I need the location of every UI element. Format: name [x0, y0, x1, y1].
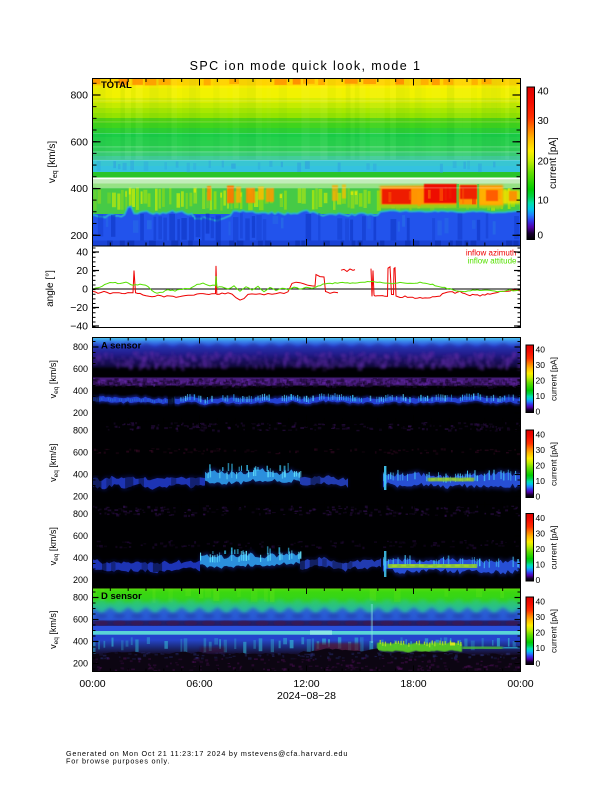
svg-text:−20: −20: [70, 302, 88, 314]
svg-text:40: 40: [76, 247, 88, 259]
svg-text:0: 0: [536, 575, 541, 585]
svg-text:angle [°]: angle [°]: [45, 270, 56, 307]
svg-text:0: 0: [536, 407, 541, 417]
svg-text:10: 10: [536, 643, 546, 653]
svg-text:current [pA]: current [pA]: [549, 442, 559, 486]
svg-text:400: 400: [73, 553, 88, 563]
svg-text:TOTAL: TOTAL: [101, 80, 132, 91]
svg-text:600: 600: [73, 531, 88, 541]
svg-text:0: 0: [82, 284, 88, 296]
svg-text:400: 400: [73, 386, 88, 396]
svg-text:30: 30: [536, 612, 546, 622]
svg-text:00:00: 00:00: [79, 678, 105, 690]
svg-text:D sensor: D sensor: [101, 591, 142, 602]
svg-text:06:00: 06:00: [186, 678, 212, 690]
svg-text:2024−08−28: 2024−08−28: [277, 690, 336, 702]
svg-text:10: 10: [536, 476, 546, 486]
svg-text:600: 600: [73, 448, 88, 458]
svg-text:200: 200: [73, 408, 88, 418]
svg-text:20: 20: [536, 376, 546, 386]
svg-text:400: 400: [73, 470, 88, 480]
svg-text:800: 800: [73, 426, 88, 436]
svg-text:A sensor: A sensor: [101, 341, 142, 352]
svg-text:30: 30: [538, 116, 550, 127]
svg-text:current [pA]: current [pA]: [549, 357, 559, 401]
svg-text:Generated on Mon Oct 21 11:23:: Generated on Mon Oct 21 11:23:17 2024 by…: [66, 749, 348, 758]
svg-text:600: 600: [73, 364, 88, 374]
svg-text:inflow azimuth: inflow azimuth: [466, 249, 517, 258]
svg-text:30: 30: [536, 445, 546, 455]
svg-text:800: 800: [73, 509, 88, 519]
svg-text:10: 10: [536, 560, 546, 570]
svg-text:800: 800: [73, 342, 88, 352]
svg-text:−40: −40: [70, 321, 88, 333]
svg-text:20: 20: [536, 544, 546, 554]
svg-text:0: 0: [536, 492, 541, 502]
svg-text:200: 200: [73, 659, 88, 669]
svg-text:20: 20: [76, 265, 88, 277]
svg-text:400: 400: [73, 637, 88, 647]
svg-text:10: 10: [536, 391, 546, 401]
svg-text:30: 30: [536, 529, 546, 539]
svg-text:20: 20: [538, 157, 550, 168]
svg-text:40: 40: [536, 597, 546, 607]
svg-text:current [pA]: current [pA]: [548, 137, 559, 189]
svg-text:20: 20: [536, 628, 546, 638]
svg-text:00:00: 00:00: [507, 678, 533, 690]
svg-text:40: 40: [536, 430, 546, 440]
svg-text:current [pA]: current [pA]: [549, 609, 559, 653]
svg-text:40: 40: [538, 87, 550, 98]
svg-text:600: 600: [70, 136, 88, 148]
svg-text:400: 400: [70, 183, 88, 195]
svg-text:inflow attitude: inflow attitude: [468, 257, 517, 266]
svg-text:current [pA]: current [pA]: [549, 526, 559, 570]
svg-text:0: 0: [538, 231, 544, 242]
svg-text:800: 800: [73, 593, 88, 603]
svg-text:40: 40: [536, 513, 546, 523]
svg-text:800: 800: [70, 90, 88, 102]
svg-text:600: 600: [73, 615, 88, 625]
svg-text:For browse purposes only.: For browse purposes only.: [66, 757, 170, 766]
svg-text:10: 10: [538, 196, 550, 207]
svg-text:30: 30: [536, 360, 546, 370]
svg-text:200: 200: [70, 230, 88, 242]
svg-text:18:00: 18:00: [400, 678, 426, 690]
svg-text:200: 200: [73, 492, 88, 502]
svg-text:40: 40: [536, 345, 546, 355]
svg-text:12:00: 12:00: [293, 678, 319, 690]
svg-text:0: 0: [536, 659, 541, 669]
svg-text:SPC ion mode quick look, mode: SPC ion mode quick look, mode 1: [190, 59, 422, 73]
svg-text:20: 20: [536, 461, 546, 471]
svg-text:200: 200: [73, 575, 88, 585]
